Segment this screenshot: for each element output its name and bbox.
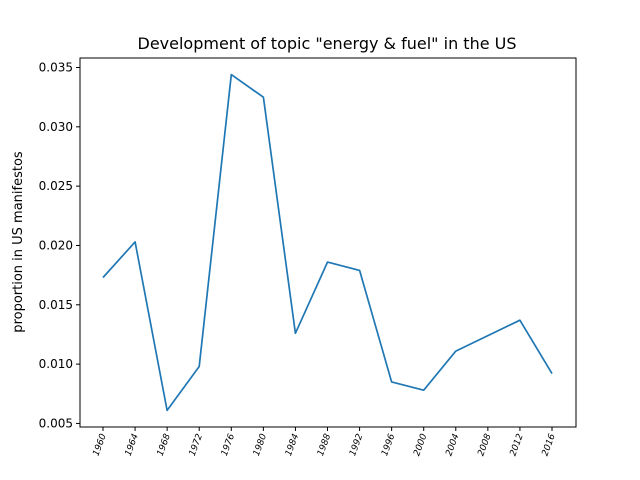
series-line: [102, 73, 553, 412]
y-tick-label: 0.035: [39, 60, 73, 74]
x-axis: 1960 1964 1968 1972 1976 1980 1984 1988 1992 1996…: [92, 427, 558, 458]
x-tick-label: 1976: [220, 432, 237, 457]
x-tick-label: 1992: [348, 432, 365, 457]
y-tick-label: 0.020: [39, 238, 73, 252]
x-tick-label: 2000: [412, 432, 429, 457]
x-tick-label: 2008: [476, 432, 493, 457]
x-tick-label: 1960: [92, 432, 109, 457]
x-tick-label: 1964: [124, 432, 141, 457]
x-tick-label: 2004: [444, 432, 461, 457]
y-tick-label: 0.005: [39, 416, 73, 430]
y-axis: 0.005 0.010 0.015 0.020 0.025 0.030 0.035: [39, 60, 80, 430]
y-tick-label: 0.010: [39, 357, 73, 371]
x-tick-label: 2016: [541, 432, 558, 457]
chart-title: Development of topic "energy & fuel" in …: [138, 34, 517, 53]
y-tick-label: 0.015: [39, 298, 73, 312]
y-tick-label: 0.025: [39, 179, 73, 193]
plot-frame: [79, 57, 577, 428]
x-tick-label: 1972: [188, 432, 205, 457]
x-tick-label: 1996: [380, 432, 397, 457]
x-tick-label: 1988: [316, 432, 333, 457]
y-tick-label: 0.030: [39, 120, 73, 134]
x-tick-label: 2012: [509, 432, 526, 457]
x-tick-label: 1984: [284, 432, 301, 457]
x-tick-label: 1968: [156, 432, 173, 457]
x-tick-label: 1980: [252, 432, 269, 457]
y-axis-label: proportion in US manifestos: [11, 151, 26, 333]
